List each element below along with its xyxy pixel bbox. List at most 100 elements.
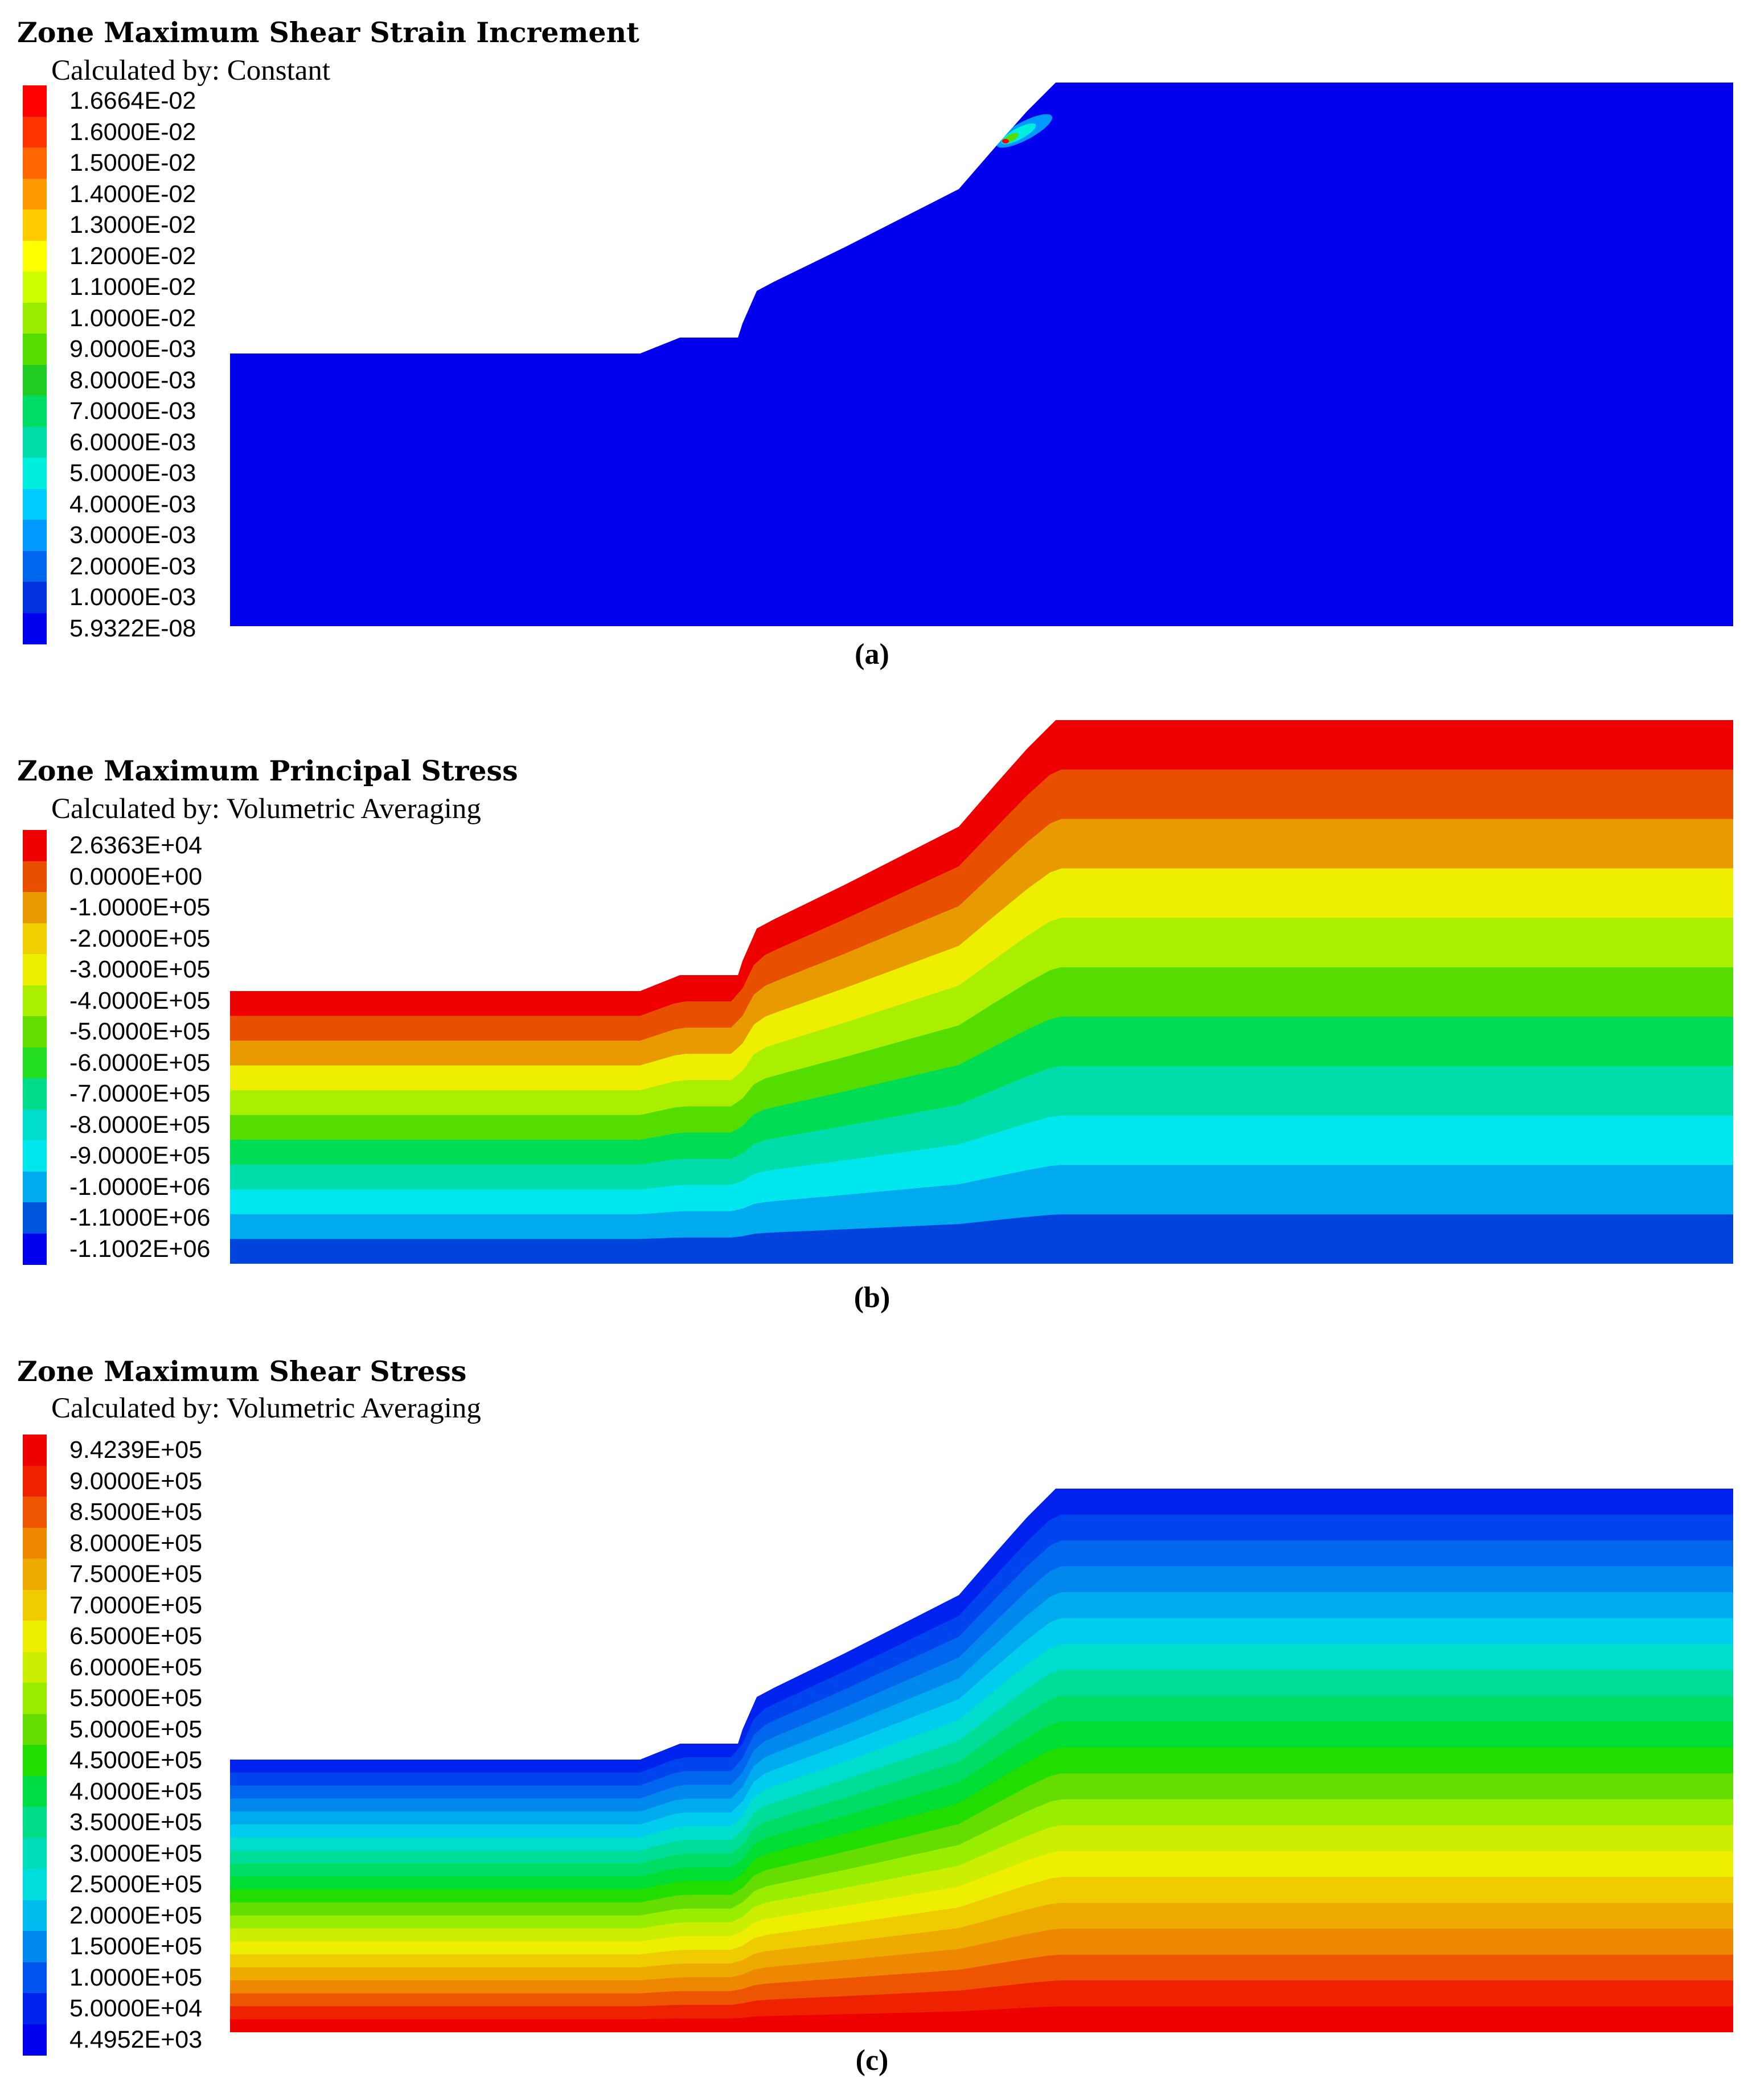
legend-swatch [23,923,47,955]
legend-label: -4.0000E+05 [69,987,211,1014]
legend-label: 7.0000E-03 [69,397,196,425]
legend-swatch [23,240,47,272]
legend-swatch [23,1202,47,1234]
legend-swatch [23,2024,47,2056]
legend-swatch [23,1745,47,1777]
strain-concentration [996,114,1053,148]
contour-band [230,2006,1733,2032]
legend-swatch [23,1713,47,1745]
legend-label: 1.0000E-02 [69,304,196,332]
legend-label: 8.0000E+05 [69,1529,203,1557]
legend-swatch [23,178,47,210]
legend-swatch [23,334,47,365]
legend-label: 2.5000E+05 [69,1871,203,1898]
legend-label: 1.0000E+05 [69,1963,203,1991]
legend-swatch [23,1807,47,1839]
legend-label: 8.0000E-03 [69,366,196,394]
legend-label: 2.0000E+05 [69,1901,203,1929]
legend-swatch [23,1078,47,1110]
legend-swatch [23,458,47,490]
legend-label: 4.5000E+05 [69,1746,203,1774]
legend-label: 3.0000E+05 [69,1839,203,1867]
legend-label: 9.0000E+05 [69,1467,203,1495]
legend-swatch [23,147,47,179]
legend-label: 1.1000E-02 [69,273,196,301]
legend-label: 2.0000E-03 [69,552,196,580]
legend-label: 7.5000E+05 [69,1560,203,1588]
legend-swatch [23,396,47,428]
legend-swatch [23,1497,47,1528]
legend-label: 4.0000E-03 [69,490,196,518]
caption: (a) [855,638,889,671]
legend-swatch [23,488,47,520]
legend-swatch [23,116,47,148]
legend-label: 1.2000E-02 [69,242,196,270]
legend-swatch [23,1900,47,1931]
legend-label: 9.4239E+05 [69,1436,203,1464]
legend-swatch [23,1776,47,1807]
legend-swatch [23,892,47,924]
legend-label: 5.5000E+05 [69,1684,203,1712]
legend-label: -1.1002E+06 [69,1235,211,1263]
legend-swatch [23,302,47,334]
legend-label: 6.0000E-03 [69,428,196,456]
legend-label: -1.1000E+06 [69,1204,211,1231]
legend-swatch [23,830,47,862]
legend-swatch [23,1016,47,1048]
legend-label: 0.0000E+00 [69,862,203,890]
panel-b: Zone Maximum Principal Stress Calculated… [0,717,1744,1343]
legend-swatch [23,1465,47,1497]
contour-plot [230,1489,1733,2032]
legend-swatch [23,1527,47,1559]
legend-label: -1.0000E+05 [69,894,211,921]
legend-swatch [23,1621,47,1653]
legend-swatch [23,550,47,582]
panel-c: Zone Maximum Shear Stress Calculated by:… [0,1355,1744,2095]
legend-label: 4.4952E+03 [69,2025,203,2053]
panel-subtitle: Calculated by: Constant [51,55,331,87]
legend-label: 1.6664E-02 [69,87,196,114]
contour-band [230,1214,1733,1264]
legend-label: 6.0000E+05 [69,1653,203,1681]
legend-label: 6.5000E+05 [69,1622,203,1650]
contour-plot [230,83,1733,626]
caption: (b) [853,1281,891,1314]
legend-swatch [23,1651,47,1683]
contour-plot [230,720,1733,1264]
legend-swatch [23,426,47,458]
legend-swatch [23,1993,47,2025]
legend-label: 1.4000E-02 [69,180,196,208]
panel-title: Zone Maximum Principal Stress [17,754,518,787]
legend-swatch [23,1171,47,1203]
legend-swatch [23,209,47,241]
legend-label: 1.3000E-02 [69,211,196,239]
legend-swatch [23,954,47,986]
legend-swatch [23,364,47,396]
legend-label: 9.0000E-03 [69,335,196,363]
legend-label: 3.0000E-03 [69,521,196,549]
contour-band [230,83,1733,626]
legend-swatch [23,1962,47,1994]
legend-label: -9.0000E+05 [69,1142,211,1169]
legend-swatch [23,861,47,893]
legend-swatch [23,1869,47,1901]
legend-label: 7.0000E+05 [69,1591,203,1619]
legend-swatch [23,1838,47,1869]
legend-swatch [23,1683,47,1715]
legend-label: -8.0000E+05 [69,1111,211,1139]
legend-label: 8.5000E+05 [69,1498,203,1526]
legend-swatch [23,1047,47,1079]
panel-subtitle: Calculated by: Volumetric Averaging [51,793,481,825]
panel-a: Zone Maximum Shear Strain Increment Calc… [0,0,1744,683]
legend-label: 3.5000E+05 [69,1809,203,1836]
legend-label: -2.0000E+05 [69,924,211,952]
legend-label: 5.9322E-08 [69,614,196,642]
legend-label: 1.5000E+05 [69,1933,203,1960]
legend-swatch [23,613,47,644]
legend-swatch [23,1559,47,1591]
legend-swatch [23,1109,47,1141]
legend-swatch [23,1233,47,1265]
panel-title: Zone Maximum Shear Strain Increment [17,16,639,49]
legend-label: -1.0000E+06 [69,1173,211,1201]
legend-label: -6.0000E+05 [69,1049,211,1076]
